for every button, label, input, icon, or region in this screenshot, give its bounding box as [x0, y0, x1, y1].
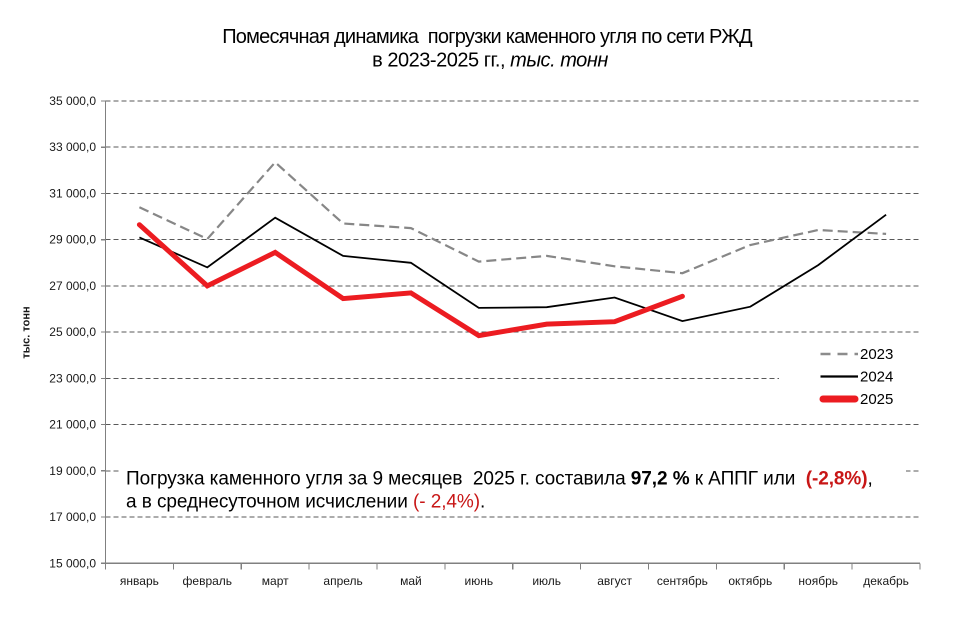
svg-text:а в среднесуточном исчислении: а в среднесуточном исчислении (- 2,4%).	[126, 492, 485, 513]
svg-text:2024: 2024	[860, 369, 893, 386]
svg-text:2025: 2025	[860, 391, 893, 408]
svg-text:2023: 2023	[860, 346, 893, 363]
svg-text:октябрь: октябрь	[728, 574, 772, 588]
svg-text:17 000,0: 17 000,0	[49, 510, 96, 524]
svg-text:31 000,0: 31 000,0	[49, 187, 96, 201]
svg-text:29 000,0: 29 000,0	[49, 233, 96, 247]
svg-text:Помесячная динамика погрузки: Помесячная динамика погрузки каменного у…	[222, 26, 753, 48]
svg-text:январь: январь	[120, 574, 159, 588]
svg-text:15 000,0: 15 000,0	[49, 556, 96, 570]
svg-text:в 2023-2025 гг., тыс. тонн: в 2023-2025 гг., тыс. тонн	[372, 50, 608, 72]
svg-text:июль: июль	[532, 574, 561, 588]
svg-text:27 000,0: 27 000,0	[49, 279, 96, 293]
svg-text:Погрузка каменного угля за 9 м: Погрузка каменного угля за 9 месяцев 202…	[126, 469, 873, 490]
svg-text:19 000,0: 19 000,0	[49, 464, 96, 478]
svg-text:июнь: июнь	[465, 574, 494, 588]
svg-text:тыс. тонн: тыс. тонн	[21, 306, 33, 358]
svg-text:декабрь: декабрь	[863, 574, 909, 588]
svg-text:февраль: февраль	[183, 574, 233, 588]
svg-text:35 000,0: 35 000,0	[49, 94, 96, 108]
svg-text:23 000,0: 23 000,0	[49, 371, 96, 385]
svg-text:сентябрь: сентябрь	[657, 574, 708, 588]
svg-text:25 000,0: 25 000,0	[49, 325, 96, 339]
svg-text:апрель: апрель	[323, 574, 362, 588]
svg-text:август: август	[597, 574, 632, 588]
svg-text:май: май	[400, 574, 422, 588]
svg-text:март: март	[262, 574, 289, 588]
svg-text:ноябрь: ноябрь	[798, 574, 838, 588]
svg-text:33 000,0: 33 000,0	[49, 140, 96, 154]
svg-text:21 000,0: 21 000,0	[49, 418, 96, 432]
